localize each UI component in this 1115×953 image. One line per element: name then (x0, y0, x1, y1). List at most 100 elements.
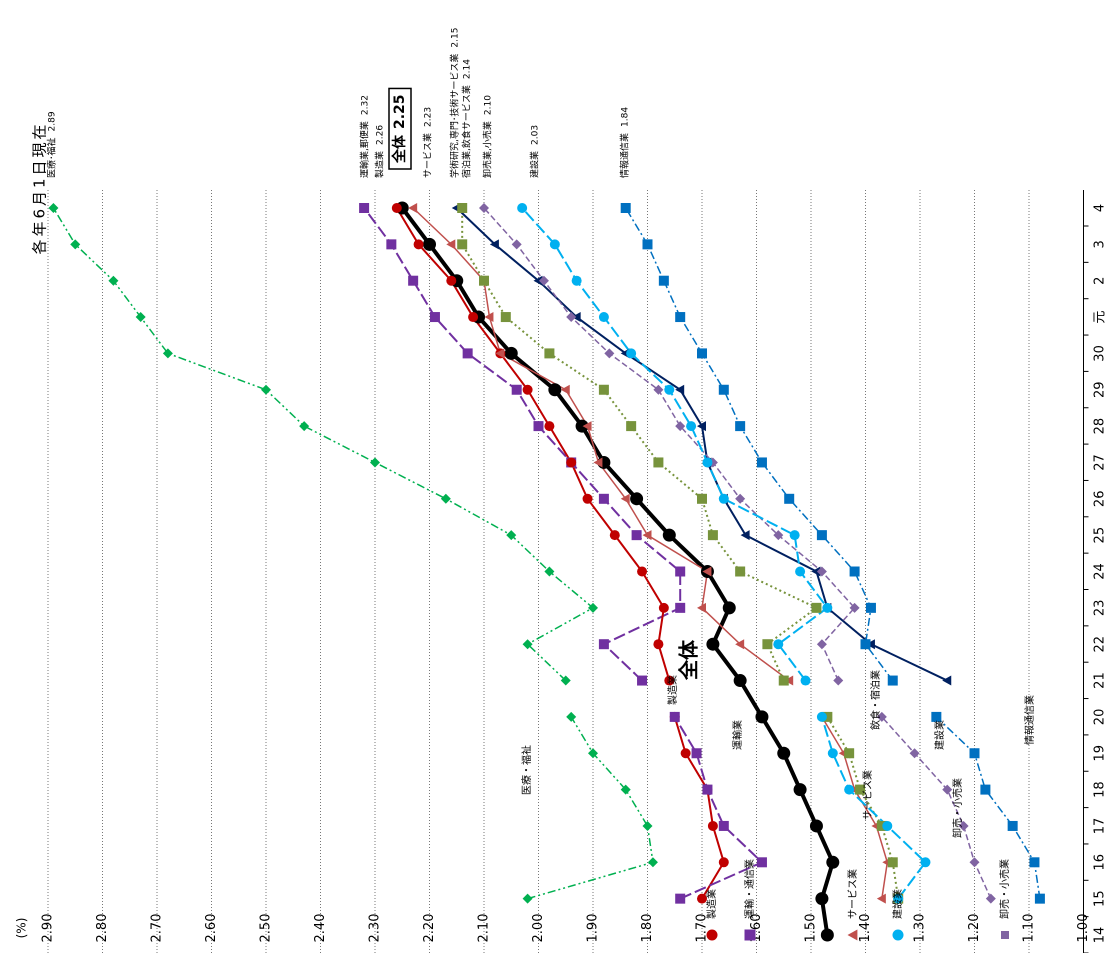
series-end-name: 学術研究,専門･技術サービス業 (449, 54, 461, 178)
data-point (511, 384, 522, 395)
data-point (588, 748, 598, 759)
data-point (833, 675, 844, 686)
data-point (669, 711, 680, 722)
label-box (388, 87, 412, 170)
data-point (653, 639, 664, 650)
data-point (755, 710, 769, 724)
data-point (457, 203, 468, 213)
data-point (637, 566, 648, 577)
data-point (391, 203, 402, 213)
data-point (697, 348, 707, 359)
y-tick-label: 2.10 (477, 914, 492, 943)
y-tick-label: 1.40 (858, 914, 873, 943)
data-point (647, 857, 658, 868)
y-tick-label: 2.00 (531, 914, 546, 943)
series-label: 全体 (677, 639, 701, 681)
x-tick-label: 24 (1093, 563, 1108, 580)
data-point (108, 275, 119, 286)
data-point (876, 893, 886, 904)
x-tick-label: 21 (1093, 672, 1108, 689)
series-end-value: 2.23 (424, 107, 434, 127)
y-tick-label: 2.70 (150, 914, 165, 943)
data-point (985, 893, 996, 904)
data-point (826, 855, 840, 869)
series-line (400, 206, 835, 936)
data-point (816, 639, 827, 650)
data-point (642, 239, 653, 250)
x-tick-label: 元 (1093, 311, 1108, 324)
data-point (844, 784, 855, 795)
data-point (446, 275, 457, 286)
data-point (560, 675, 571, 686)
series-end-value: 1.84 (621, 107, 631, 127)
data-point (849, 566, 860, 577)
data-point (702, 457, 713, 468)
data-point (522, 384, 533, 395)
data-point (735, 421, 746, 432)
data-point (1007, 820, 1018, 831)
series-line (521, 207, 829, 682)
data-point (691, 748, 702, 759)
data-point (773, 639, 784, 650)
y-tick-label: 1.50 (804, 914, 819, 943)
series-line (881, 716, 992, 899)
data-point (816, 530, 827, 541)
data-point (408, 203, 418, 213)
data-point (820, 928, 834, 942)
data-point (756, 857, 767, 868)
x-tick-label: 22 (1093, 636, 1108, 653)
y-tick-label: 2.80 (95, 914, 110, 943)
series-end-name: 全体 (391, 134, 408, 164)
data-point (697, 893, 707, 904)
data-point (370, 457, 380, 468)
data-point (718, 857, 729, 868)
series-end-value: 2.89 (48, 111, 58, 131)
series-line (483, 207, 856, 681)
data-point (479, 275, 489, 286)
data-point (511, 239, 522, 250)
data-point (811, 602, 822, 613)
series-label: サービス業 (861, 770, 874, 820)
series-end-value: 2.14 (463, 59, 473, 79)
series-line (673, 716, 725, 900)
series-end-value: 2.03 (531, 125, 541, 145)
data-point (697, 421, 706, 432)
x-tick-label: 18 (1093, 781, 1108, 798)
data-point (777, 746, 791, 760)
series-end-name: 製造業 (374, 151, 386, 178)
y-tick-label: 2.30 (368, 914, 383, 943)
series-line (820, 716, 927, 900)
series-end-value: 2.15 (451, 28, 461, 48)
series-end-value: 2.25 (392, 94, 408, 129)
data-point (702, 784, 713, 795)
data-point (598, 639, 609, 650)
data-point (706, 637, 720, 651)
series-line (673, 716, 764, 900)
x-tick-label: 25 (1093, 527, 1108, 544)
data-point (582, 421, 592, 432)
y-tick-label: 2.90 (41, 914, 56, 943)
data-point (675, 421, 686, 432)
legend-marker (892, 929, 904, 941)
data-point (865, 602, 876, 613)
data-point (642, 820, 653, 831)
data-point (462, 348, 473, 359)
data-point (707, 820, 718, 831)
data-point (642, 530, 652, 541)
series-line (935, 716, 1041, 899)
y-tick-label: 1.30 (913, 914, 928, 943)
x-tick-label: 14 (1093, 927, 1108, 944)
data-point (811, 566, 821, 577)
series-label: 卸売・小売業 (951, 778, 964, 838)
x-tick-label: 26 (1093, 491, 1108, 508)
series-label: 情報通信業 (1023, 695, 1036, 745)
data-point (827, 748, 838, 759)
x-tick-label: 30 (1093, 345, 1108, 362)
data-point (386, 239, 397, 250)
data-point (566, 711, 577, 722)
data-point (70, 239, 81, 250)
legend-marker (744, 929, 756, 941)
data-point (549, 239, 560, 250)
data-point (816, 711, 827, 722)
